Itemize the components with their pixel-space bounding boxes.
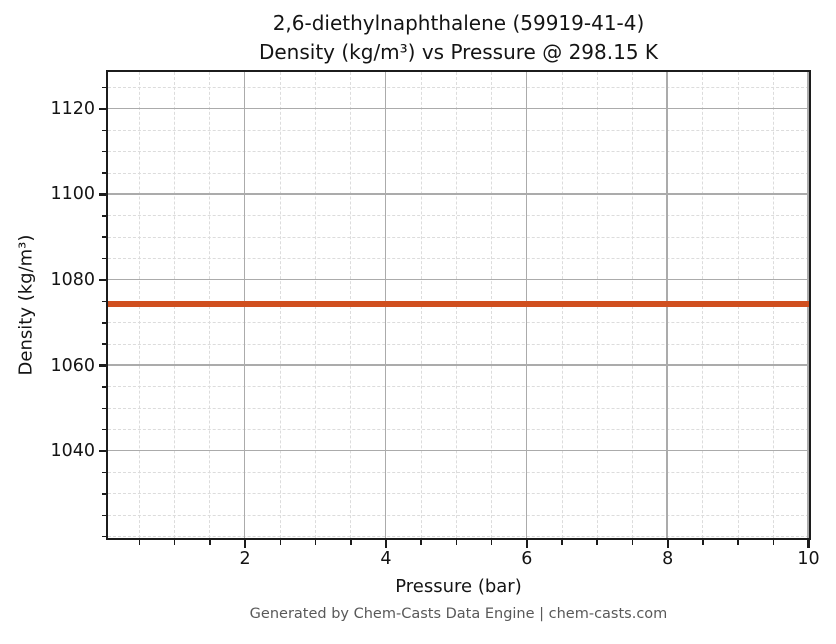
x-major-tick: [384, 540, 388, 548]
y-major-tick: [98, 364, 106, 367]
x-major-tick: [666, 540, 669, 548]
x-minor-tick: [772, 540, 775, 545]
x-tick-label: 6: [521, 549, 533, 569]
y-minor-gridline: [108, 258, 809, 260]
y-major-gridline: [108, 193, 809, 195]
y-major-tick: [98, 107, 106, 110]
y-minor-tick: [101, 514, 106, 516]
y-minor-tick: [101, 150, 106, 153]
x-minor-tick: [455, 540, 458, 545]
x-tick-label: 10: [797, 549, 820, 569]
y-major-tick: [98, 278, 106, 282]
series-line: [108, 301, 809, 308]
x-minor-tick: [138, 540, 141, 545]
y-minor-tick: [101, 386, 106, 388]
x-tick-label: 8: [662, 549, 674, 569]
x-minor-tick: [631, 540, 634, 545]
x-minor-tick: [209, 540, 211, 545]
y-minor-gridline: [108, 471, 809, 473]
y-minor-tick: [101, 257, 106, 260]
chart-title: 2,6-diethylnaphthalene (59919-41-4) Dens…: [108, 9, 809, 66]
y-minor-gridline: [108, 322, 809, 324]
y-minor-gridline: [108, 536, 809, 538]
y-minor-tick: [101, 535, 106, 538]
x-tick-label: 4: [380, 549, 392, 569]
x-minor-tick: [314, 540, 317, 545]
y-minor-tick: [101, 300, 106, 303]
y-minor-gridline: [108, 236, 809, 238]
y-minor-tick: [101, 86, 106, 89]
y-minor-gridline: [108, 86, 809, 88]
x-minor-tick: [173, 540, 176, 545]
x-minor-tick: [279, 540, 282, 545]
x-tick-label: 2: [239, 549, 251, 569]
x-minor-tick: [561, 540, 563, 545]
y-minor-gridline: [108, 429, 809, 431]
y-minor-tick: [101, 493, 106, 495]
y-minor-tick: [101, 236, 106, 238]
y-minor-tick: [101, 129, 106, 131]
x-minor-tick: [420, 540, 422, 545]
y-minor-tick: [101, 343, 106, 345]
x-minor-tick: [702, 540, 704, 545]
y-tick-label: 1040: [50, 441, 95, 462]
x-minor-tick: [490, 540, 493, 545]
x-minor-tick: [596, 540, 598, 545]
y-minor-tick: [101, 407, 106, 410]
x-major-tick: [525, 540, 528, 548]
x-major-tick: [807, 540, 810, 548]
y-tick-label: 1080: [50, 269, 95, 290]
y-major-tick: [98, 449, 106, 453]
y-major-tick: [98, 193, 106, 196]
y-minor-tick: [101, 471, 106, 474]
y-minor-gridline: [108, 386, 809, 388]
y-minor-gridline: [108, 493, 809, 495]
plot-area: [106, 70, 811, 540]
y-tick-label: 1120: [50, 98, 95, 119]
y-minor-gridline: [108, 343, 809, 345]
y-minor-tick: [101, 428, 106, 431]
y-major-gridline: [108, 107, 809, 110]
x-axis-label: Pressure (bar): [395, 576, 522, 597]
y-minor-gridline: [108, 215, 809, 217]
y-major-gridline: [108, 278, 809, 281]
chart-title-line1: 2,6-diethylnaphthalene (59919-41-4): [272, 11, 645, 35]
y-minor-gridline: [108, 407, 809, 409]
y-minor-tick: [101, 215, 106, 217]
y-tick-label: 1060: [50, 355, 95, 376]
y-minor-gridline: [108, 514, 809, 516]
y-minor-gridline: [108, 129, 809, 131]
x-minor-tick: [350, 540, 352, 545]
y-minor-tick: [101, 322, 106, 324]
y-tick-label: 1100: [50, 184, 95, 205]
footer-attribution: Generated by Chem-Casts Data Engine | ch…: [249, 606, 668, 622]
y-major-gridline: [108, 449, 809, 452]
y-minor-tick: [101, 172, 106, 174]
y-minor-gridline: [108, 172, 809, 174]
y-major-gridline: [108, 364, 809, 366]
x-minor-tick: [737, 540, 739, 545]
chart-title-line2: Density (kg/m³) vs Pressure @ 298.15 K: [258, 39, 659, 64]
x-major-tick: [244, 540, 247, 548]
y-minor-gridline: [108, 151, 809, 153]
